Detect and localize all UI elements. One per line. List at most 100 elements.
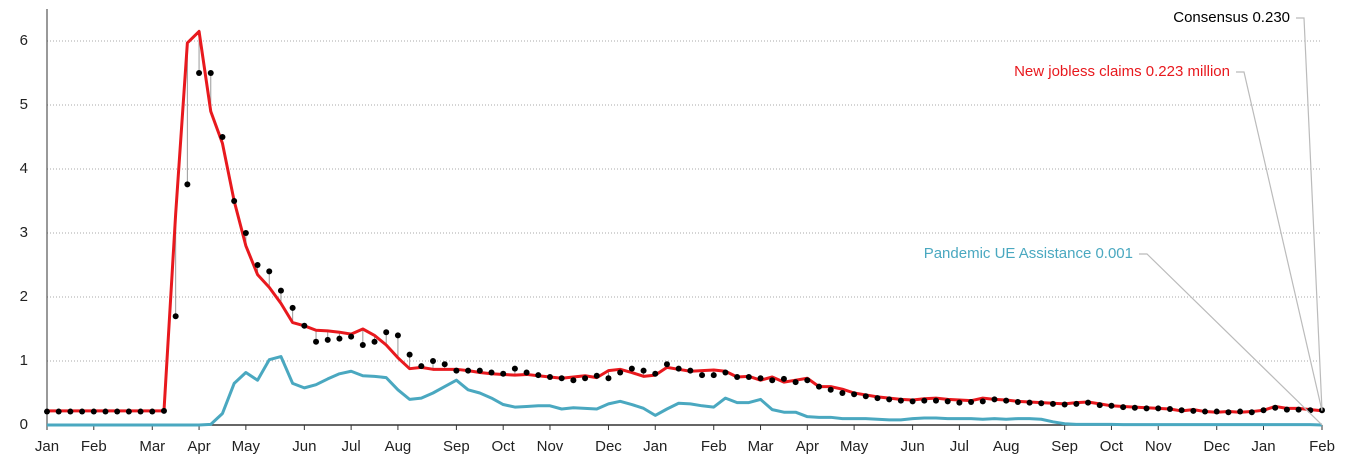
data-point [1202, 408, 1209, 415]
data-point [956, 399, 963, 406]
data-point [862, 393, 869, 400]
y-tick-label: 2 [20, 288, 28, 305]
data-point [266, 268, 273, 275]
data-point [687, 367, 694, 374]
data-point [242, 230, 249, 236]
data-point [277, 287, 284, 294]
y-tick-label: 4 [20, 160, 28, 177]
y-tick-label: 1 [20, 352, 28, 369]
y-tick-label: 3 [20, 224, 28, 241]
data-point [44, 408, 50, 415]
data-point [582, 375, 589, 382]
x-tick-label: Feb [701, 438, 727, 455]
x-tick-label: May [840, 438, 869, 455]
data-point [944, 398, 951, 405]
x-tick-label: Feb [1309, 438, 1335, 455]
leader-line [1296, 17, 1323, 411]
data-point [839, 390, 846, 396]
series-label: Pandemic UE Assistance 0.001 [924, 245, 1133, 262]
x-tick-label: Jan [643, 438, 667, 455]
data-point [1166, 406, 1173, 412]
x-tick-label: May [232, 438, 261, 455]
data-point [1061, 401, 1068, 408]
x-tick-label: Nov [537, 438, 564, 455]
data-point [734, 374, 741, 380]
data-point [617, 369, 624, 376]
x-tick-label: Mar [139, 438, 165, 455]
x-tick-label: Dec [595, 438, 622, 455]
data-point [1003, 397, 1010, 404]
data-point [1038, 400, 1045, 407]
x-tick-label: Sep [1051, 438, 1078, 455]
data-point [289, 304, 296, 311]
data-point [488, 369, 495, 376]
data-point [149, 408, 156, 415]
data-point [593, 372, 600, 379]
data-point [570, 377, 577, 384]
data-point [231, 198, 238, 204]
x-tick-label: Sep [443, 438, 470, 455]
data-point [67, 408, 74, 415]
x-tick-label: Jun [292, 438, 316, 455]
data-point [722, 369, 729, 376]
x-tick-label: Jun [901, 438, 925, 455]
data-point [909, 398, 916, 405]
data-point [418, 363, 425, 370]
data-point [1131, 404, 1138, 411]
data-point [160, 407, 167, 414]
data-point [324, 336, 331, 343]
data-point [851, 391, 858, 398]
series-label: Consensus 0.230 [1173, 9, 1290, 26]
data-point [1049, 400, 1056, 407]
data-point [605, 375, 612, 382]
data-point [699, 372, 706, 379]
data-point [184, 181, 191, 188]
data-point [535, 372, 542, 379]
data-point [874, 395, 881, 402]
x-tick-label: Nov [1145, 438, 1172, 455]
series-label: New jobless claims 0.223 million [1014, 63, 1230, 80]
x-tick-label: Dec [1203, 438, 1230, 455]
data-point [652, 370, 659, 377]
data-point [1260, 407, 1267, 414]
x-tick-label: Oct [1100, 438, 1124, 455]
data-point [441, 361, 448, 368]
data-point [546, 374, 553, 380]
data-point [991, 396, 998, 403]
data-point [968, 398, 975, 405]
data-point [476, 367, 483, 374]
series-line [47, 355, 1323, 427]
data-point [313, 338, 320, 345]
data-point [523, 369, 530, 376]
data-point [55, 408, 62, 415]
leader-line [1139, 253, 1323, 426]
data-point [886, 396, 893, 403]
y-tick-label: 0 [20, 416, 28, 433]
data-point [394, 332, 401, 339]
data-point [348, 333, 355, 340]
data-point [558, 375, 565, 382]
data-point [219, 134, 226, 140]
data-point [804, 377, 811, 384]
data-point [1190, 407, 1197, 414]
y-tick-label: 6 [20, 32, 28, 49]
series-line [47, 29, 1323, 414]
data-point [207, 70, 214, 76]
data-point [1248, 409, 1255, 416]
data-point [1178, 407, 1185, 414]
leader-line [1236, 71, 1323, 411]
data-point [1108, 402, 1115, 409]
data-point [897, 397, 904, 404]
data-point [1014, 398, 1021, 405]
data-point [172, 313, 179, 320]
x-tick-label: Jul [950, 438, 969, 455]
x-tick-label: Jul [342, 438, 361, 455]
data-point [125, 408, 132, 415]
x-tick-label: Oct [492, 438, 516, 455]
data-point [780, 375, 787, 382]
data-point [465, 367, 472, 374]
data-point [816, 383, 823, 390]
data-point [406, 351, 413, 358]
data-point [1307, 407, 1314, 414]
x-tick-label: Feb [81, 438, 107, 455]
